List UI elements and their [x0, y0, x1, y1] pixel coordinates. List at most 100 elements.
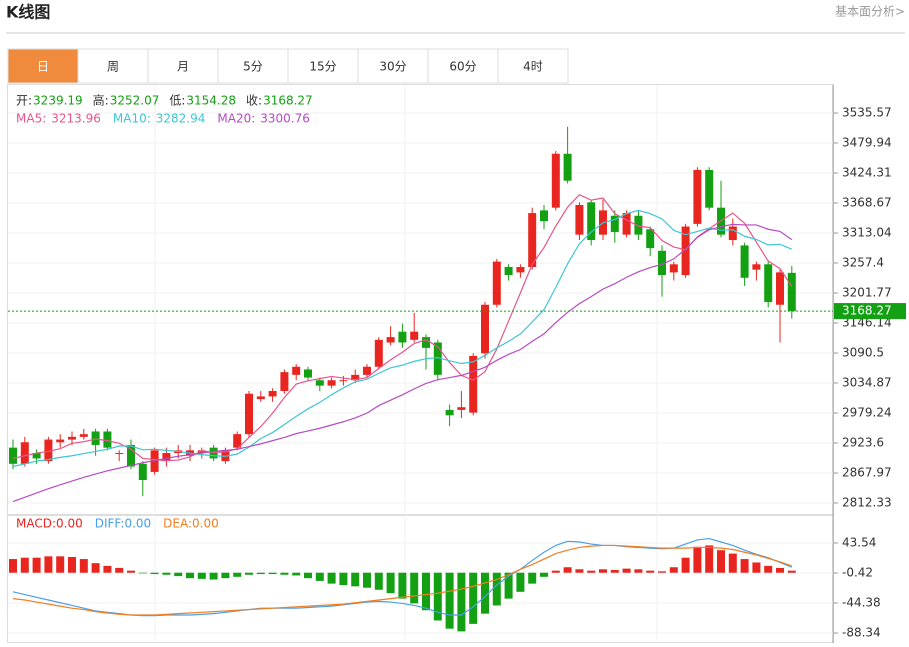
candle-body: [752, 264, 761, 270]
ma-legend-name: MA20:: [217, 112, 255, 126]
tab[interactable]: [357, 48, 429, 84]
candle-body: [563, 153, 572, 181]
macd-bar: [138, 572, 147, 574]
candle-body: [9, 447, 17, 464]
macd-bar: [610, 569, 619, 573]
macd-bar: [245, 572, 253, 575]
y-tick-label: 3090.5: [842, 346, 884, 360]
tab-label[interactable]: 月: [177, 60, 189, 74]
macd-bar: [410, 572, 419, 604]
macd-bar: [528, 572, 537, 584]
info-label: 低:: [169, 94, 185, 108]
candle-body: [339, 380, 348, 382]
candle-body: [422, 337, 430, 348]
tab-label[interactable]: 15分: [309, 60, 336, 74]
candle-body: [79, 434, 88, 437]
ma-line: [12, 194, 793, 462]
candle-body: [575, 204, 584, 235]
candle-body: [587, 202, 596, 241]
candle-body: [728, 226, 737, 241]
candle-body: [634, 215, 643, 235]
macd-bar: [304, 572, 312, 579]
y-tick-label: 43.54: [842, 535, 876, 549]
title: K线图: [6, 3, 50, 22]
info-value: 3154.28: [186, 94, 236, 108]
candle-body: [103, 431, 112, 448]
macd-bar: [717, 550, 725, 573]
macd-bar: [422, 572, 430, 611]
tab-label[interactable]: 日: [37, 60, 49, 74]
macd-bar: [56, 556, 65, 573]
macd-bar: [445, 572, 454, 629]
macd-bar: [764, 565, 773, 573]
tab-label[interactable]: 5分: [243, 60, 263, 74]
last-price-label: 3168.27: [842, 304, 892, 318]
candle-body: [256, 396, 265, 400]
tab[interactable]: [217, 48, 289, 84]
macd-bar: [504, 572, 513, 599]
macd-bar: [68, 557, 76, 573]
candle-body: [233, 434, 242, 448]
macd-bar: [481, 572, 489, 614]
macd-bar: [599, 569, 607, 573]
macd-legend-name: DIFF:: [95, 517, 125, 531]
tab[interactable]: [427, 48, 499, 84]
candle-body: [127, 444, 135, 467]
macd-bar: [492, 572, 501, 606]
ma-line: [12, 209, 793, 468]
info-value: 3252.07: [110, 94, 160, 108]
last-price-box: [834, 303, 906, 320]
tab[interactable]: [7, 48, 79, 84]
candle-body: [646, 229, 655, 249]
macd-bar: [315, 572, 324, 581]
macd-legend-value: 0.00: [124, 517, 151, 531]
tab-label[interactable]: 60分: [449, 60, 476, 74]
candle-body: [280, 372, 289, 392]
macd-bar: [20, 557, 29, 573]
candle-body: [32, 453, 41, 459]
y-tick-label: 3313.04: [842, 226, 892, 240]
candle-body: [68, 436, 76, 440]
ma-legend-value: 3282.94: [156, 112, 206, 126]
tab[interactable]: [287, 48, 359, 84]
macd-bar: [563, 567, 572, 573]
y-tick-label: 2812.33: [842, 496, 892, 510]
tab[interactable]: [77, 48, 149, 84]
candle-body: [433, 342, 442, 375]
tab-label[interactable]: 30分: [379, 60, 406, 74]
ma-legend-name: MA5:: [16, 112, 46, 126]
macd-bar: [386, 572, 395, 594]
candle-body: [787, 272, 796, 312]
tab[interactable]: [497, 48, 569, 84]
candle-body: [481, 304, 489, 354]
candle-body: [351, 374, 360, 381]
candle-body: [410, 331, 419, 340]
macd-bar: [705, 545, 714, 573]
candle-body: [740, 245, 749, 278]
candle-body: [44, 439, 53, 462]
macd-bar: [681, 557, 690, 573]
y-tick-label: 3424.31: [842, 166, 892, 180]
candle-body: [315, 380, 324, 386]
y-tick-label: -44.38: [842, 595, 881, 609]
macd-bar: [292, 572, 301, 576]
macd-legend-name: DEA:: [163, 517, 192, 531]
macd-line: [12, 544, 792, 616]
macd-bar: [256, 572, 265, 575]
macd-bar: [575, 569, 584, 573]
candle-body: [622, 213, 631, 235]
tab-label[interactable]: 4时: [523, 60, 543, 74]
ma-legend-value: 3300.76: [260, 112, 310, 126]
candle-body: [304, 369, 312, 378]
tab-label[interactable]: 周: [107, 60, 119, 74]
y-tick-label: 3535.57: [842, 106, 892, 120]
macd-bar: [516, 572, 525, 592]
macd-bar: [79, 559, 88, 573]
macd-bar: [209, 572, 218, 580]
analysis-link[interactable]: 基本面分析>: [835, 5, 905, 19]
candle-body: [398, 331, 407, 343]
y-tick-label: 3368.67: [842, 196, 892, 210]
info-label: 开:: [16, 94, 32, 108]
candle-body: [268, 391, 277, 397]
